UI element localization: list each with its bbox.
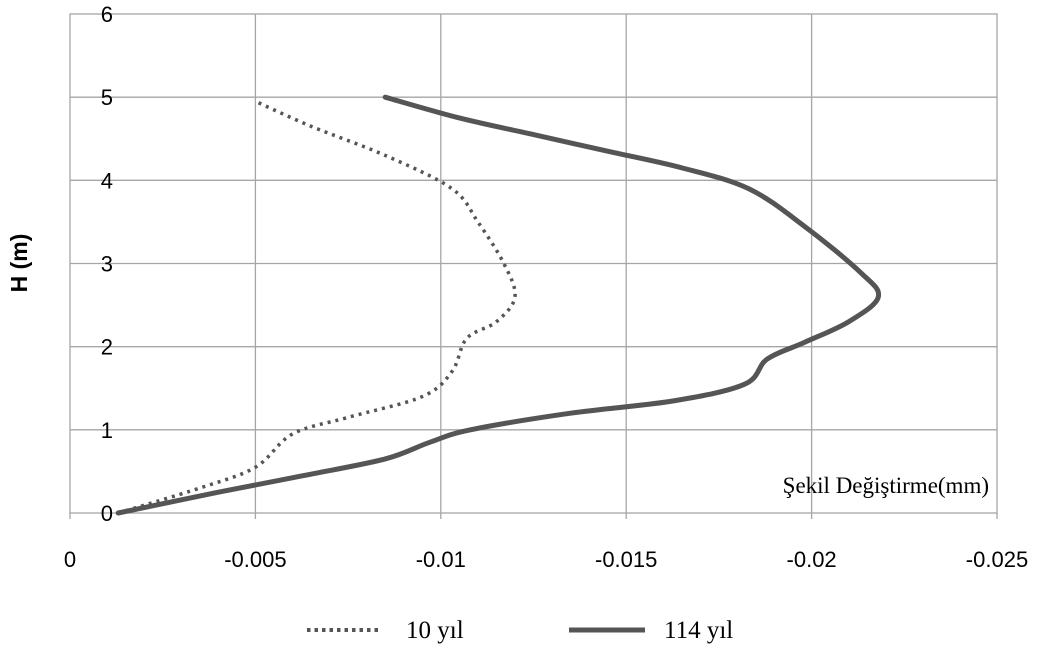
y-tick-label: 2 [101, 335, 113, 360]
legend-label-10-yil: 10 yıl [406, 617, 464, 644]
x-tick-label: -0.02 [787, 547, 837, 572]
x-tick-label: -0.005 [224, 547, 286, 572]
y-tick-label: 4 [101, 168, 113, 193]
x-tick-label: -0.01 [416, 547, 466, 572]
annotation-label: Şekil Değiştirme(mm) [783, 473, 989, 498]
y-tick-label: 3 [101, 252, 113, 277]
legend: 10 yıl 114 yıl [307, 617, 733, 644]
gridlines [69, 14, 998, 519]
series-lines [115, 94, 882, 516]
x-tick-label: -0.025 [966, 547, 1028, 572]
y-axis-title: H (m) [6, 234, 32, 293]
series-114-yil-line [115, 94, 882, 516]
x-tick-label: 0 [64, 547, 76, 572]
y-tick-label: 6 [101, 2, 113, 27]
series-10-yil-line [117, 99, 517, 515]
y-tick-label: 0 [101, 501, 113, 526]
tick-labels: 0 -0.005 -0.01 -0.015 -0.02 -0.025 0 1 2 3 4 5 6 [64, 2, 1028, 572]
x-tick-label: -0.015 [595, 547, 657, 572]
legend-label-114-yil: 114 yıl [664, 617, 733, 644]
y-tick-label: 5 [101, 85, 113, 110]
y-tick-label: 1 [101, 418, 113, 443]
